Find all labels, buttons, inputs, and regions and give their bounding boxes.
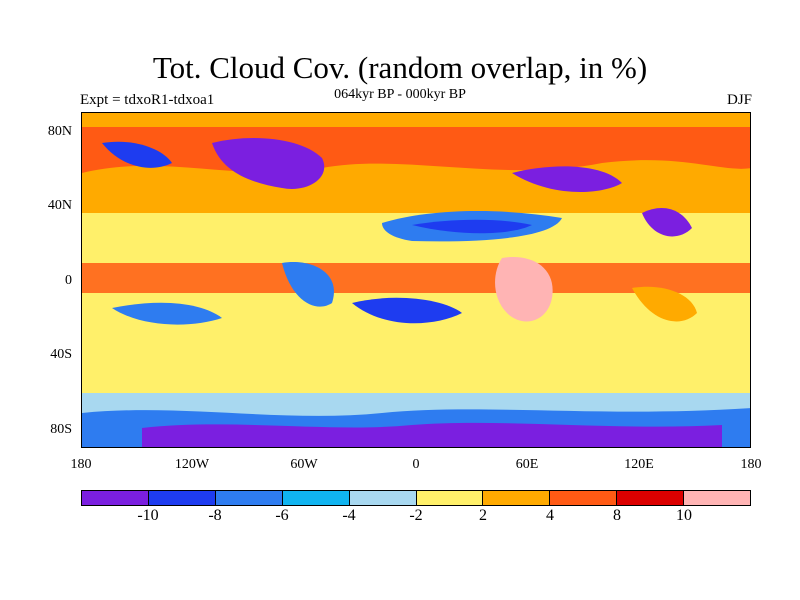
y-tick-80n: 80N xyxy=(47,124,72,139)
legend-label: -2 xyxy=(409,507,423,524)
legend-swatch xyxy=(148,491,216,505)
antarctic-core xyxy=(142,422,722,447)
midlat-north-band xyxy=(82,160,750,213)
legend-swatch xyxy=(550,491,618,505)
experiment-label: Expt = tdxoR1-tdxoa1 xyxy=(80,92,215,108)
legend-swatch xyxy=(349,491,417,505)
y-tick-40s: 40S xyxy=(50,347,72,362)
x-tick-0: 0 xyxy=(412,457,420,472)
x-tick-120w: 120W xyxy=(174,457,210,472)
legend-swatch xyxy=(215,491,283,505)
south-atlantic-anomaly xyxy=(352,297,462,324)
australia-anomaly xyxy=(632,286,697,322)
legend-label: -10 xyxy=(137,507,159,524)
south-america-anomaly xyxy=(282,262,334,307)
x-tick-120e: 120E xyxy=(624,457,654,472)
legend-swatch xyxy=(617,491,685,505)
legend-swatch xyxy=(282,491,350,505)
legend-label: 2 xyxy=(479,507,487,524)
x-tick-180e: 180 xyxy=(740,457,762,472)
y-tick-0: 0 xyxy=(65,273,72,288)
x-tick-180w: 180 xyxy=(70,457,92,472)
legend-swatch xyxy=(684,491,751,505)
legend-label: -8 xyxy=(208,507,222,524)
southern-africa-anomaly xyxy=(495,257,553,322)
polar-strip xyxy=(82,113,750,127)
sahara-core-anomaly xyxy=(412,219,532,234)
southern-midlat-band xyxy=(82,363,750,393)
central-asia-anomaly xyxy=(512,166,622,193)
y-tick-80s: 80S xyxy=(50,422,72,437)
legend-label: 4 xyxy=(546,507,554,524)
y-tick-40n: 40N xyxy=(47,198,72,213)
map-canvas xyxy=(82,113,750,447)
season-label: DJF xyxy=(726,92,752,108)
legend-swatch xyxy=(483,491,551,505)
legend-label: 8 xyxy=(613,507,621,524)
south-pacific-anomaly xyxy=(112,302,222,325)
legend-label: -6 xyxy=(275,507,289,524)
color-legend xyxy=(81,490,751,506)
x-tick-60e: 60E xyxy=(515,457,539,472)
period-label: 064kyr BP - 000kyr BP xyxy=(334,87,466,102)
map-title: Tot. Cloud Cov. (random overlap, in %) xyxy=(152,50,648,85)
cloud-cover-map xyxy=(81,112,751,448)
legend-swatch xyxy=(82,491,149,505)
legend-label: 10 xyxy=(676,507,692,524)
x-tick-60w: 60W xyxy=(290,457,318,472)
legend-label: -4 xyxy=(342,507,356,524)
east-asia-anomaly xyxy=(642,208,692,237)
pacific-north-anomaly xyxy=(102,141,172,168)
legend-swatch xyxy=(416,491,484,505)
north-america-anomaly xyxy=(212,138,325,189)
